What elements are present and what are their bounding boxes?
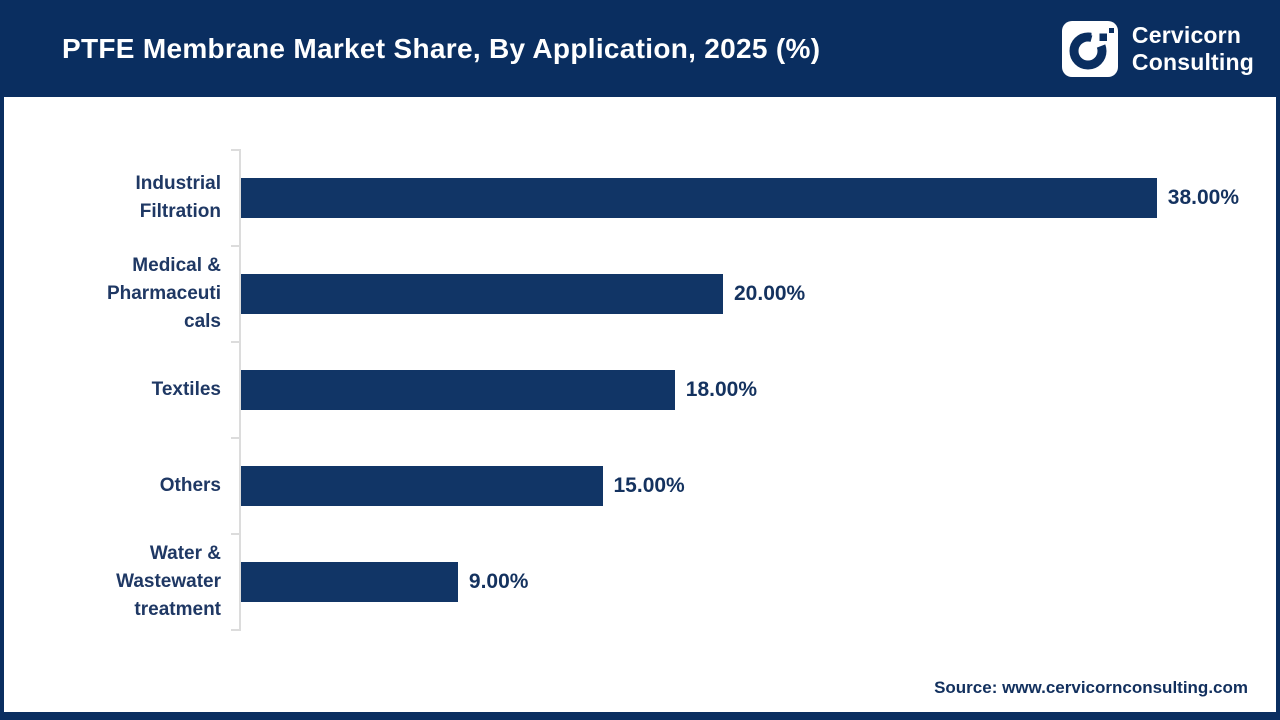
value-label: 18.00% [685, 378, 758, 401]
bar-track: 38.00% [231, 149, 1276, 246]
value-label: 38.00% [1167, 186, 1240, 209]
value-label: 15.00% [613, 474, 685, 497]
value-label: 9.00% [468, 570, 529, 593]
category-label: Industrial Filtration [135, 173, 221, 222]
chart-row: Medical & Pharmaceuti cals 20.00% [4, 245, 1276, 342]
category-label: Textiles [151, 379, 221, 400]
bar [241, 562, 458, 602]
category-label: Others [159, 475, 221, 496]
category-label: Water & Wastewater treatment [116, 543, 221, 620]
chart-row: Others 15.00% [4, 437, 1276, 534]
brand-logo: Cervicorn Consulting [1061, 20, 1254, 77]
bar-track: 20.00% [231, 245, 1276, 342]
cervicorn-logo-icon [1061, 20, 1118, 77]
bar [241, 466, 603, 506]
bar-track: 15.00% [231, 437, 1276, 534]
brand-name: Cervicorn Consulting [1132, 22, 1254, 76]
bar-track: 9.00% [231, 533, 1276, 631]
bar-track: 18.00% [231, 341, 1276, 438]
source-note: Source: www.cervicornconsulting.com [934, 678, 1248, 697]
brand-name-line1: Cervicorn [1131, 21, 1242, 48]
header-bar: PTFE Membrane Market Share, By Applicati… [4, 0, 1276, 97]
chart-row: Textiles 18.00% [4, 341, 1276, 438]
bar [241, 274, 723, 314]
bar [241, 370, 675, 410]
brand-name-line2: Consulting [1131, 48, 1254, 75]
chart-row: Water & Wastewater treatment 9.00% [4, 533, 1276, 631]
chart-title: PTFE Membrane Market Share, By Applicati… [62, 32, 821, 64]
category-label: Medical & Pharmaceuti cals [106, 255, 221, 332]
bar [241, 178, 1157, 218]
value-label: 20.00% [734, 282, 806, 305]
chart-row: Industrial Filtration 38.00% [4, 149, 1276, 246]
bar-chart: Industrial Filtration 38.00% Medical & P… [4, 149, 1276, 631]
